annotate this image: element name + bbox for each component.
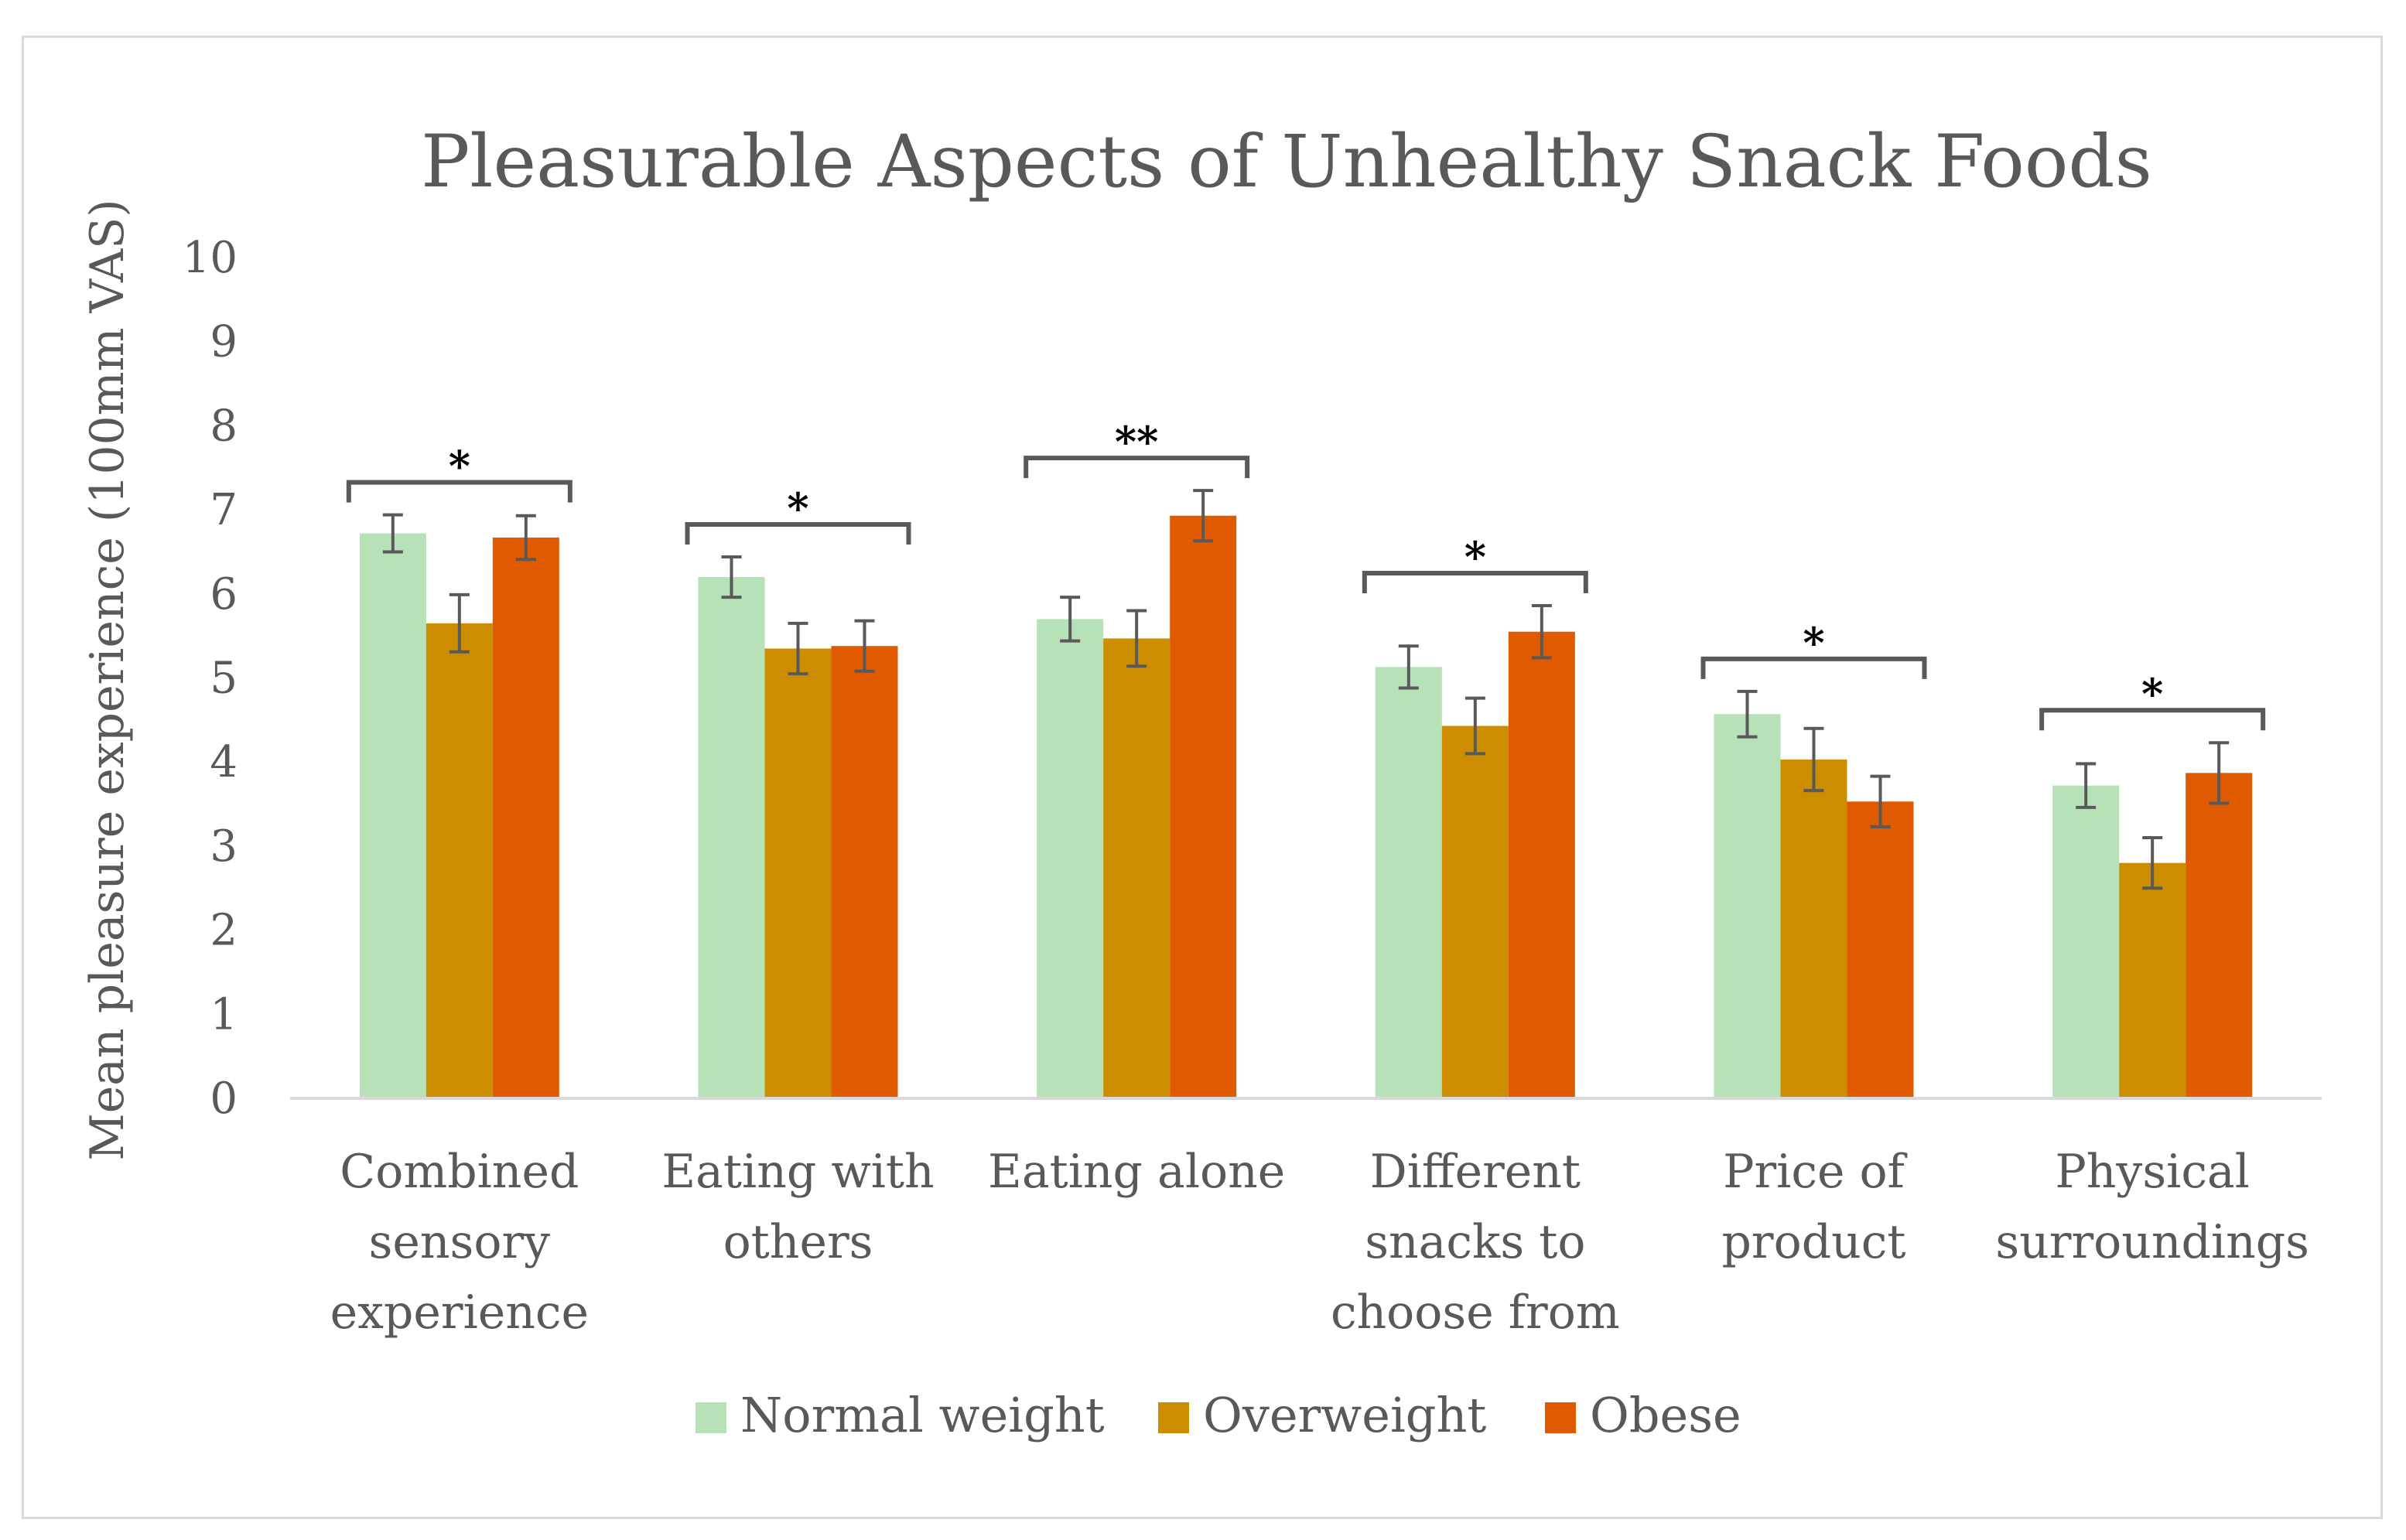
x-category-label: Different <box>1370 1145 1581 1199</box>
significance-bracket <box>346 480 572 503</box>
bar-overweight <box>764 648 832 1098</box>
x-category-label: sensory <box>369 1215 551 1269</box>
bar-normal-weight <box>1037 619 1104 1098</box>
legend-label: Obese <box>1590 1387 1741 1443</box>
significance-bracket <box>1700 656 1927 679</box>
bar-overweight <box>425 623 493 1098</box>
x-category-label: Eating alone <box>988 1145 1285 1199</box>
y-tick-label: 7 <box>210 485 238 535</box>
x-category-label: snacks to <box>1365 1215 1585 1269</box>
legend-swatch-overweight <box>1158 1402 1189 1433</box>
x-category-label: Physical <box>2055 1145 2249 1199</box>
significance-marker: ** <box>1115 417 1158 466</box>
chart-title: Pleasurable Aspects of Unhealthy Snack F… <box>421 120 2152 204</box>
y-tick-label: 8 <box>210 401 238 451</box>
significance-marker: * <box>787 483 808 533</box>
x-category-label: experience <box>330 1286 589 1340</box>
bar-normal-weight <box>2052 785 2120 1098</box>
bar-obese <box>1170 515 1237 1098</box>
significance-marker: * <box>1803 618 1824 668</box>
bar-overweight <box>2119 862 2186 1098</box>
bar-normal-weight <box>1375 667 1442 1098</box>
y-tick-label: 0 <box>210 1074 238 1124</box>
legend-swatch-normal-weight <box>695 1402 726 1433</box>
bar-obese <box>1508 631 1575 1098</box>
legend-label: Normal weight <box>740 1387 1105 1443</box>
y-tick-label: 9 <box>210 317 238 367</box>
x-category-label: product <box>1722 1215 1906 1269</box>
significance-bracket <box>1362 571 1588 594</box>
significance-marker: * <box>1464 532 1486 582</box>
bar-obese <box>1847 801 1914 1098</box>
y-tick-label: 6 <box>210 569 238 620</box>
bar-chart: Pleasurable Aspects of Unhealthy Snack F… <box>80 120 2322 1443</box>
bar-normal-weight <box>359 533 426 1098</box>
bar-obese <box>831 646 898 1098</box>
legend-swatch-obese <box>1545 1402 1576 1433</box>
significance-bracket <box>2039 708 2266 731</box>
significance-marker: * <box>2141 669 2163 719</box>
bar-overweight <box>1441 726 1509 1098</box>
y-tick-label: 5 <box>210 654 238 704</box>
chart-frame: Pleasurable Aspects of Unhealthy Snack F… <box>22 36 2383 1519</box>
x-category-label: surroundings <box>1995 1215 2309 1269</box>
legend-label: Overweight <box>1203 1387 1486 1443</box>
significance-marker: * <box>449 442 470 491</box>
significance-bracket <box>1024 456 1250 479</box>
y-tick-label: 1 <box>210 989 238 1040</box>
y-tick-label: 2 <box>210 906 238 956</box>
x-category-label: Price of <box>1723 1145 1908 1199</box>
bar-overweight <box>1103 638 1171 1098</box>
y-tick-label: 4 <box>210 737 238 787</box>
bar-obese <box>2186 773 2253 1098</box>
y-tick-label: 10 <box>183 233 238 283</box>
y-tick-label: 3 <box>210 821 238 872</box>
x-category-label: choose from <box>1331 1286 1620 1340</box>
x-category-label: Combined <box>340 1145 579 1199</box>
x-category-label: Eating with <box>661 1145 934 1199</box>
y-axis-title: Mean pleasure experience (100mm VAS) <box>80 199 135 1160</box>
bar-obese <box>492 537 559 1098</box>
bar-normal-weight <box>1714 714 1781 1098</box>
bar-normal-weight <box>698 577 765 1098</box>
x-category-label: others <box>723 1215 873 1269</box>
bar-overweight <box>1780 759 1847 1098</box>
significance-bracket <box>685 521 911 545</box>
